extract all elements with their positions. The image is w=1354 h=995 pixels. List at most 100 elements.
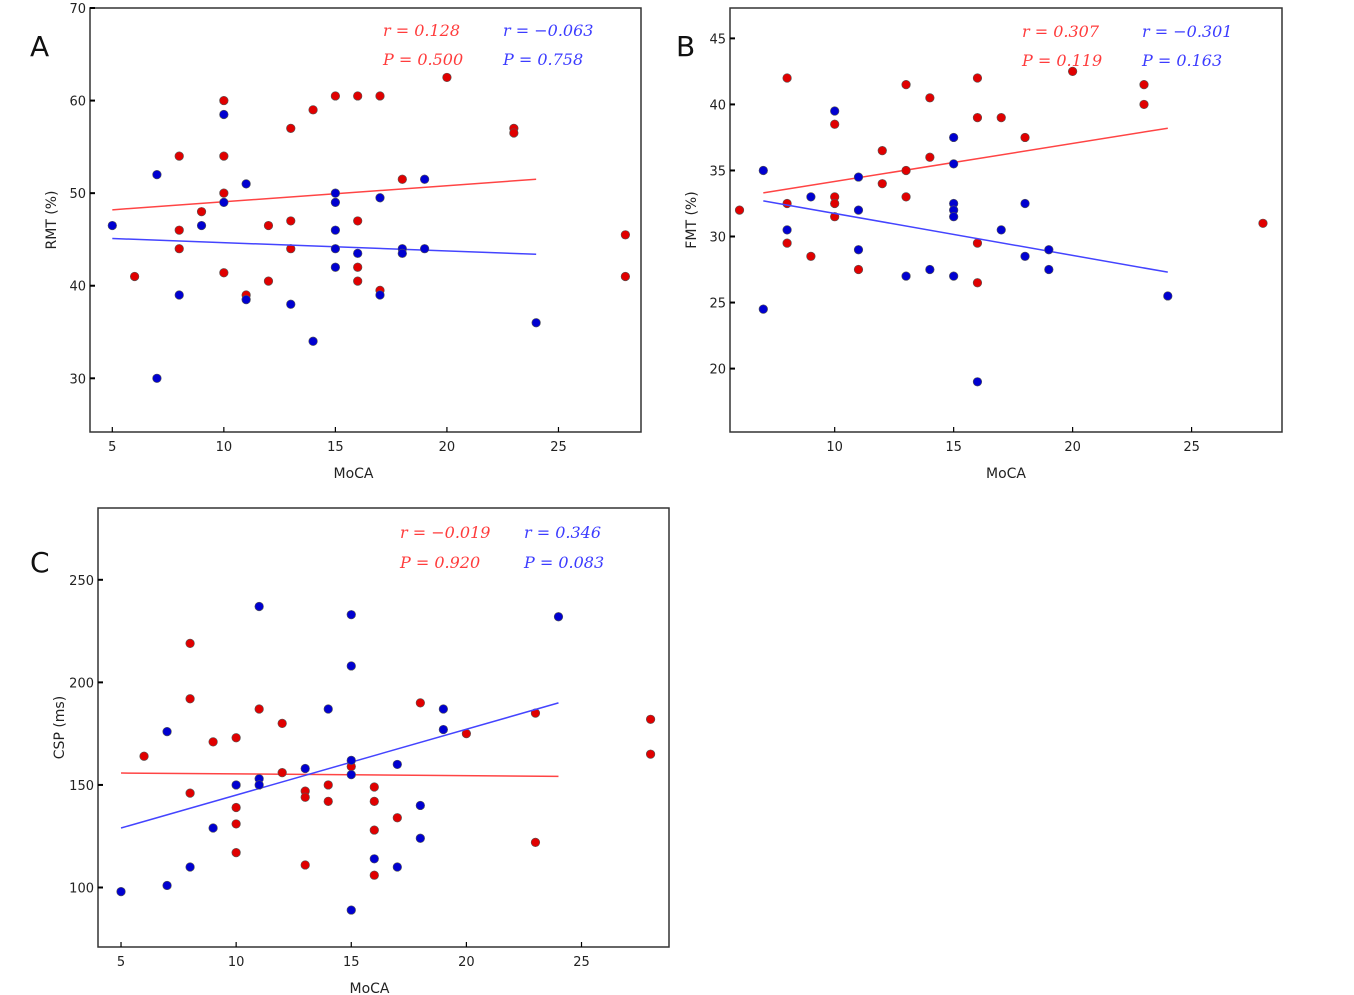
blue-data-point <box>196 220 207 231</box>
red-data-point <box>185 694 195 704</box>
blue-data-point <box>901 271 911 281</box>
blue-data-point <box>415 833 425 843</box>
red-data-point <box>925 152 935 162</box>
red-fit-line <box>763 127 1168 194</box>
x-tick-label: 10 <box>216 440 233 455</box>
blue-data-point <box>152 170 162 180</box>
red-data-point <box>1068 66 1078 77</box>
red-data-point <box>263 220 274 231</box>
blue-data-point <box>1044 264 1054 275</box>
red-data-point <box>208 737 218 747</box>
red-data-point <box>901 80 911 90</box>
red-data-point <box>806 251 816 261</box>
red-data-point <box>1258 218 1268 228</box>
x-tick-label: 15 <box>343 955 360 970</box>
y-tick-label: 35 <box>709 164 726 179</box>
plot-frame <box>97 507 670 948</box>
blue-data-point <box>1163 291 1173 301</box>
x-tick-label: 15 <box>327 440 344 455</box>
blue-data-point <box>219 109 229 120</box>
y-axis-label: CSP (ms) <box>52 696 68 759</box>
x-tick-label: 10 <box>228 955 245 970</box>
red-data-point <box>130 271 140 282</box>
blue-data-point <box>330 197 340 208</box>
red-data-point <box>972 73 983 83</box>
blue-data-point <box>415 800 425 811</box>
red-data-point <box>353 91 363 101</box>
red-data-point <box>353 216 363 226</box>
blue-data-point <box>346 755 356 765</box>
red-data-point <box>782 238 792 248</box>
red-data-point <box>254 704 264 714</box>
red-fit-line <box>121 772 559 778</box>
blue-data-point <box>346 610 356 620</box>
red-data-point <box>782 198 792 209</box>
red-p-value: P = 0.119 <box>1021 51 1102 70</box>
x-tick-label: 20 <box>458 955 475 970</box>
blue-data-point <box>330 262 340 272</box>
red-data-point <box>369 870 379 880</box>
blue-data-point <box>162 727 172 737</box>
red-data-point <box>392 813 402 823</box>
red-p-value: P = 0.920 <box>399 553 480 572</box>
blue-data-point <box>308 336 318 346</box>
blue-data-point <box>254 780 264 790</box>
red-data-point <box>300 860 310 870</box>
red-data-point <box>369 825 379 835</box>
y-axis-label: FMT (%) <box>684 191 700 248</box>
blue-data-point <box>392 759 402 770</box>
blue-data-point <box>185 862 195 872</box>
blue-r-value: r = −0.301 <box>1142 22 1232 41</box>
blue-data-point <box>972 377 983 387</box>
blue-data-point <box>174 290 184 300</box>
panel-label: A <box>30 30 49 63</box>
blue-data-point <box>853 205 864 215</box>
blue-data-point <box>806 192 816 202</box>
blue-data-point <box>107 220 117 231</box>
red-data-point <box>231 802 241 813</box>
blue-data-point <box>420 244 430 254</box>
blue-fit-line <box>120 702 559 829</box>
blue-fit-line <box>112 237 537 256</box>
red-data-point <box>830 198 840 209</box>
red-data-point <box>1139 80 1149 90</box>
red-data-point <box>174 244 184 254</box>
red-data-point <box>442 72 452 83</box>
blue-p-value: P = 0.758 <box>502 50 583 69</box>
x-tick-label: 5 <box>117 955 125 970</box>
x-tick-label: 10 <box>826 440 843 455</box>
blue-data-point <box>330 244 340 254</box>
blue-data-point <box>346 661 356 671</box>
red-data-point <box>353 276 363 286</box>
red-data-point <box>369 796 379 806</box>
red-p-value: P = 0.500 <box>382 50 463 69</box>
red-data-point <box>645 749 656 759</box>
y-tick-label: 30 <box>709 231 726 246</box>
panel-c: C 5 10 15 20 25 100 150 200 250 MoCA CSP (ms) r = −0… <box>30 507 670 995</box>
y-tick-label: 40 <box>69 280 86 295</box>
x-tick-label: 25 <box>1183 440 1200 455</box>
red-data-point <box>231 733 241 743</box>
red-data-point <box>509 128 519 138</box>
red-data-point <box>231 848 241 858</box>
red-data-point <box>277 768 287 778</box>
red-data-point <box>219 188 229 198</box>
x-axis-label: MoCA <box>334 466 374 482</box>
red-data-point <box>174 151 184 161</box>
blue-data-point <box>346 770 356 780</box>
red-data-point <box>901 192 911 202</box>
blue-data-point <box>208 823 218 833</box>
blue-data-point <box>241 179 251 189</box>
red-data-point <box>645 714 656 724</box>
blue-data-point <box>353 248 363 258</box>
blue-data-point <box>231 780 241 790</box>
blue-p-value: P = 0.163 <box>1141 51 1222 70</box>
red-data-point <box>925 93 935 103</box>
blue-data-point <box>853 245 864 255</box>
blue-data-point <box>254 601 264 612</box>
y-tick-label: 45 <box>709 32 726 47</box>
red-data-point <box>277 718 287 728</box>
blue-data-point <box>300 763 310 774</box>
red-data-point <box>286 123 296 133</box>
blue-data-point <box>853 172 864 182</box>
